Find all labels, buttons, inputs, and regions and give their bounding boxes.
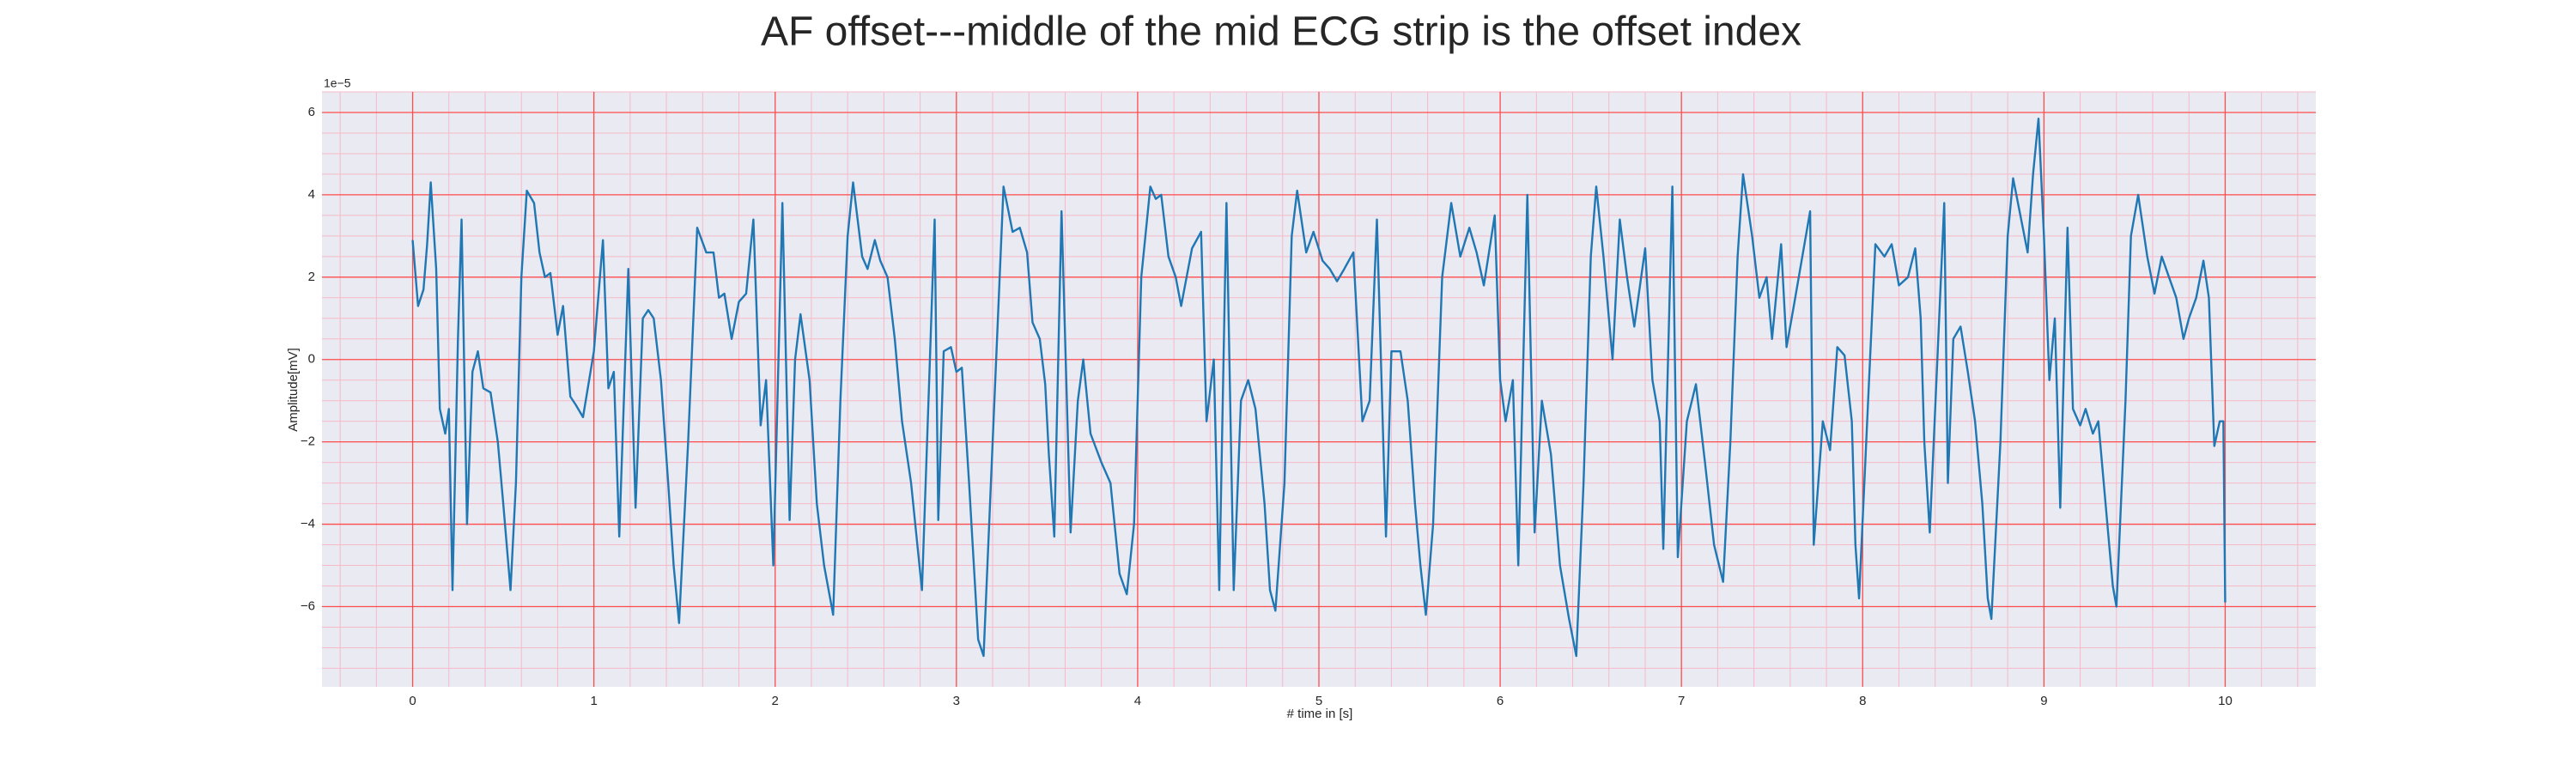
x-tick-label: 5 <box>1315 694 1322 708</box>
x-tick-label: 2 <box>772 694 779 708</box>
x-tick-label: 8 <box>1859 694 1866 708</box>
y-tick-label: 2 <box>308 270 315 284</box>
y-tick-label: −2 <box>301 434 315 449</box>
x-tick-label: 4 <box>1134 694 1141 708</box>
x-tick-label: 1 <box>590 694 597 708</box>
x-tick-label: 7 <box>1678 694 1685 708</box>
y-tick-label: 6 <box>308 105 315 119</box>
x-tick-label: 10 <box>2218 694 2233 708</box>
chart-title: AF offset---middle of the mid ECG strip … <box>761 9 1801 55</box>
y-offset-text: 1e−5 <box>324 76 351 90</box>
plot-area-group <box>322 91 2316 687</box>
y-tick-label: −4 <box>301 517 315 531</box>
x-tick-label: 6 <box>1497 694 1504 708</box>
x-axis-label: # time in [s] <box>1287 707 1353 721</box>
x-tick-label: 0 <box>409 694 416 708</box>
y-tick-label: −6 <box>301 598 315 613</box>
y-tick-label: 0 <box>308 352 315 367</box>
x-tick-label: 3 <box>953 694 960 708</box>
x-tick-label: 9 <box>2040 694 2047 708</box>
y-tick-label: 4 <box>308 187 315 202</box>
y-axis-label: Amplitude[mV] <box>286 348 301 432</box>
ecg-line <box>411 117 2227 658</box>
